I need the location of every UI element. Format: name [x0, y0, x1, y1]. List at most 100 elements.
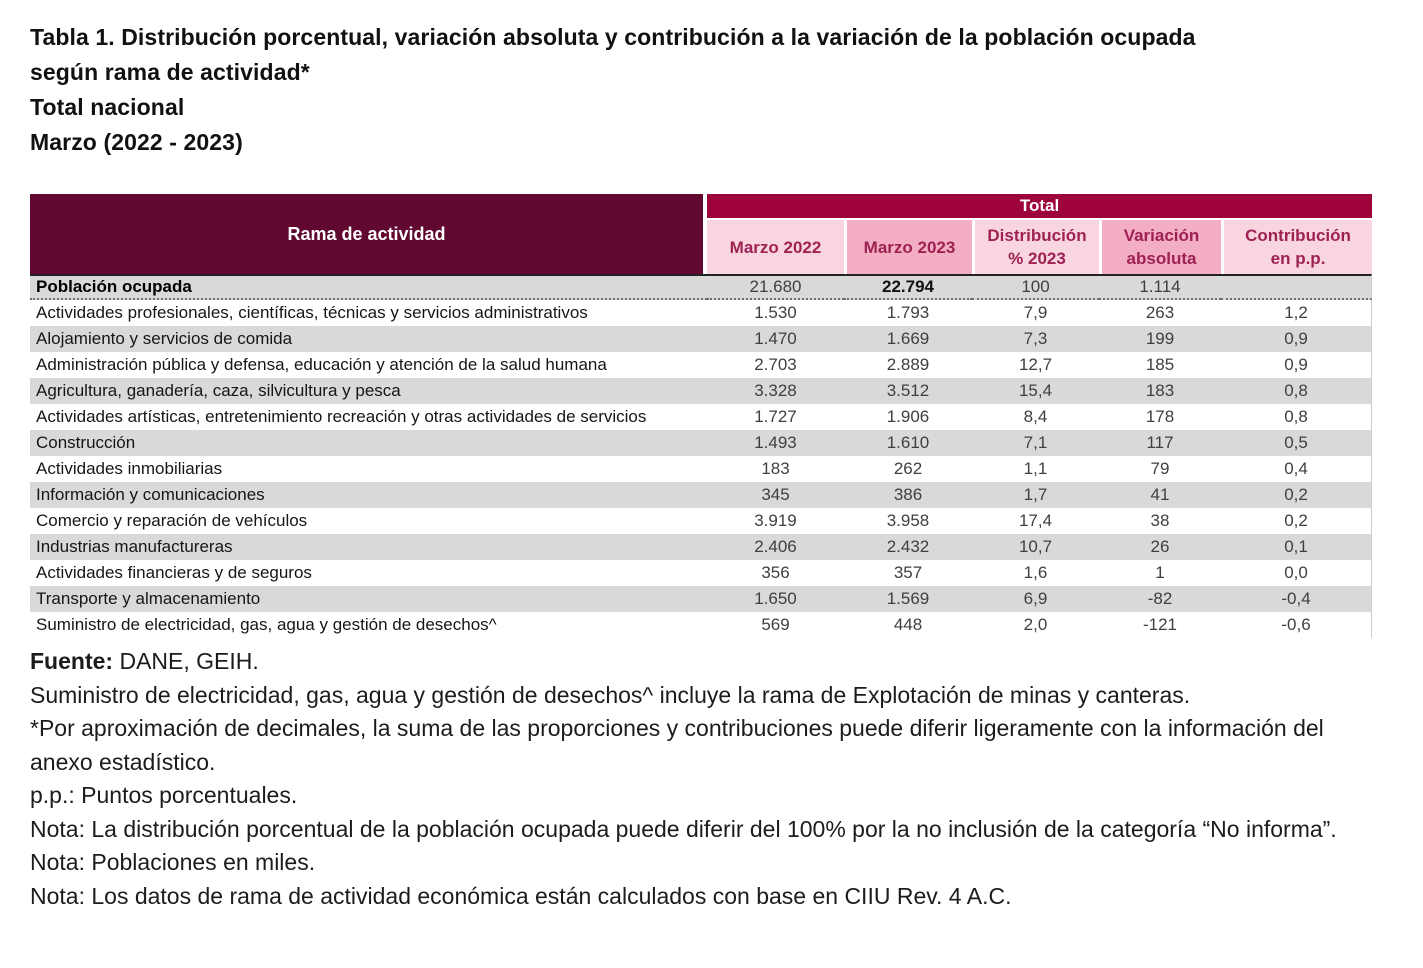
column-header-line: Marzo 2023: [863, 237, 956, 257]
table-row: Información y comunicaciones 345 386 1,7 41 0…: [30, 482, 1373, 508]
row-value: 15,4: [972, 378, 1099, 404]
total-row-value: 21.680: [707, 274, 844, 300]
row-label: Información y comunicaciones: [30, 482, 707, 508]
row-value: 7,1: [972, 430, 1099, 456]
row-value: 183: [761, 459, 790, 478]
total-row-value: [1221, 274, 1373, 300]
column-header-marzo-2022: Marzo 2022: [707, 218, 844, 274]
statistics-table: Rama de actividad Total Marzo 2022 Marzo…: [30, 194, 1373, 638]
row-value: 0,2: [1221, 508, 1373, 534]
row-value: 3.919: [754, 511, 797, 530]
row-value: 41: [1099, 482, 1221, 508]
row-value: 448: [893, 615, 923, 634]
row-value: 17,4: [1018, 511, 1053, 530]
row-value: 0,4: [1221, 456, 1373, 482]
table-header: Rama de actividad Total Marzo 2022 Marzo…: [30, 194, 1373, 274]
source-line: Fuente: DANE, GEIH.: [30, 645, 1390, 679]
row-value: -0,6: [1221, 612, 1373, 638]
total-row-value: 100: [972, 274, 1099, 300]
table-row: Administración pública y defensa, educac…: [30, 352, 1373, 378]
row-value: 345: [707, 482, 844, 508]
row-value: 79: [1150, 459, 1170, 478]
row-label: Industrias manufactureras: [30, 534, 707, 560]
row-value: 0,1: [1221, 534, 1373, 560]
row-value: 1: [1155, 563, 1165, 582]
title-line-2: según rama de actividad*: [30, 59, 310, 85]
row-value: 185: [1145, 355, 1175, 374]
column-header-line: % 2023: [1008, 249, 1066, 268]
table-row: Actividades artísticas, entretenimiento …: [30, 404, 1373, 430]
column-header-distribucion: Distribución % 2023: [972, 218, 1099, 274]
column-header-rama: Rama de actividad: [30, 194, 707, 274]
table-row: Actividades inmobiliarias 183 262 1,1 79 0,4: [30, 456, 1373, 482]
row-value: 3.958: [886, 511, 930, 530]
footnote: Nota: Poblaciones en miles.: [30, 849, 316, 875]
footnote: *Por aproximación de decimales, la suma …: [30, 715, 1324, 775]
row-value: 6,9: [972, 586, 1099, 612]
column-header-contribucion: Contribución en p.p.: [1221, 218, 1373, 274]
row-value: 1,6: [1023, 563, 1048, 582]
row-value: 1.669: [844, 326, 972, 352]
row-value: 569: [761, 615, 790, 634]
row-label: Actividades artísticas, entretenimiento …: [36, 407, 647, 426]
row-label: Suministro de electricidad, gas, agua y …: [36, 615, 497, 634]
footnote: Nota: Los datos de rama de actividad eco…: [30, 882, 1012, 909]
source-label: Fuente:: [30, 648, 114, 674]
row-label: Comercio y reparación de vehículos: [36, 511, 308, 530]
total-row-value: 1.114: [1099, 274, 1221, 300]
column-header-line: Contribución: [1245, 226, 1351, 245]
row-value: 1.470: [707, 326, 844, 352]
row-value: 0,2: [1221, 482, 1373, 508]
row-value: 263: [1145, 303, 1175, 322]
source-text: DANE, GEIH.: [113, 648, 259, 674]
table-row: Actividades financieras y de seguros 356 3…: [30, 560, 1373, 586]
row-value: 1,7: [972, 482, 1099, 508]
row-value: 1.610: [844, 430, 972, 456]
row-value: 386: [844, 482, 972, 508]
row-value: 262: [893, 459, 923, 478]
footnotes: Fuente: DANE, GEIH. Suministro de electr…: [30, 645, 1390, 913]
column-header-variacion: Variación absoluta: [1099, 218, 1221, 274]
row-value: 2.889: [886, 355, 930, 374]
table-row: Comercio y reparación de vehículos 3.919 3…: [30, 508, 1373, 534]
row-value: 0,9: [1221, 352, 1373, 378]
footnote: Suministro de electricidad, gas, agua y …: [30, 681, 1191, 708]
row-value: 0,0: [1221, 560, 1373, 586]
row-value: -0,4: [1221, 586, 1373, 612]
table-row: Actividades profesionales, científicas, …: [30, 300, 1373, 326]
row-value: 183: [1099, 378, 1221, 404]
row-value: 117: [1099, 430, 1221, 456]
row-value: 1.727: [754, 407, 797, 426]
row-value: -121: [1142, 615, 1178, 634]
table-title: Tabla 1. Distribución porcentual, variac…: [30, 20, 1393, 160]
row-label: Agricultura, ganadería, caza, silvicultu…: [30, 378, 707, 404]
row-value: 3.328: [707, 378, 844, 404]
row-value: 0,8: [1221, 378, 1373, 404]
title-line-1: Tabla 1. Distribución porcentual, variac…: [30, 24, 1196, 50]
row-value: 199: [1099, 326, 1221, 352]
row-value: 1.906: [886, 407, 930, 426]
title-line-3: Total nacional: [30, 94, 185, 120]
row-value: 1.530: [754, 303, 797, 322]
total-row-label: Población ocupada: [30, 274, 707, 300]
table-row: Transporte y almacenamiento 1.650 1.569 6,9…: [30, 586, 1373, 612]
total-row-value: 22.794: [844, 274, 972, 300]
table-body: Población ocupada 21.680 22.794 100 1.11…: [30, 274, 1373, 638]
row-value: 8,4: [1023, 407, 1048, 426]
row-value: 12,7: [1018, 355, 1053, 374]
row-value: 2.406: [707, 534, 844, 560]
row-value: 356: [761, 563, 790, 582]
column-header-line: Variación: [1123, 226, 1200, 245]
row-value: 178: [1145, 407, 1175, 426]
row-label: Administración pública y defensa, educac…: [36, 355, 607, 374]
table-row: Construcción 1.493 1.610 7,1 117 0,5: [30, 430, 1373, 456]
footnote: p.p.: Puntos porcentuales.: [30, 782, 298, 808]
row-value: 2.432: [844, 534, 972, 560]
column-header-line: Marzo 2022: [729, 237, 822, 257]
row-value: 1.650: [707, 586, 844, 612]
column-header-line: Distribución: [987, 226, 1087, 245]
row-label: Alojamiento y servicios de comida: [30, 326, 707, 352]
row-value: 7,3: [972, 326, 1099, 352]
table-row: Agricultura, ganadería, caza, silvicultu…: [30, 378, 1373, 404]
row-value: 0,9: [1221, 326, 1373, 352]
